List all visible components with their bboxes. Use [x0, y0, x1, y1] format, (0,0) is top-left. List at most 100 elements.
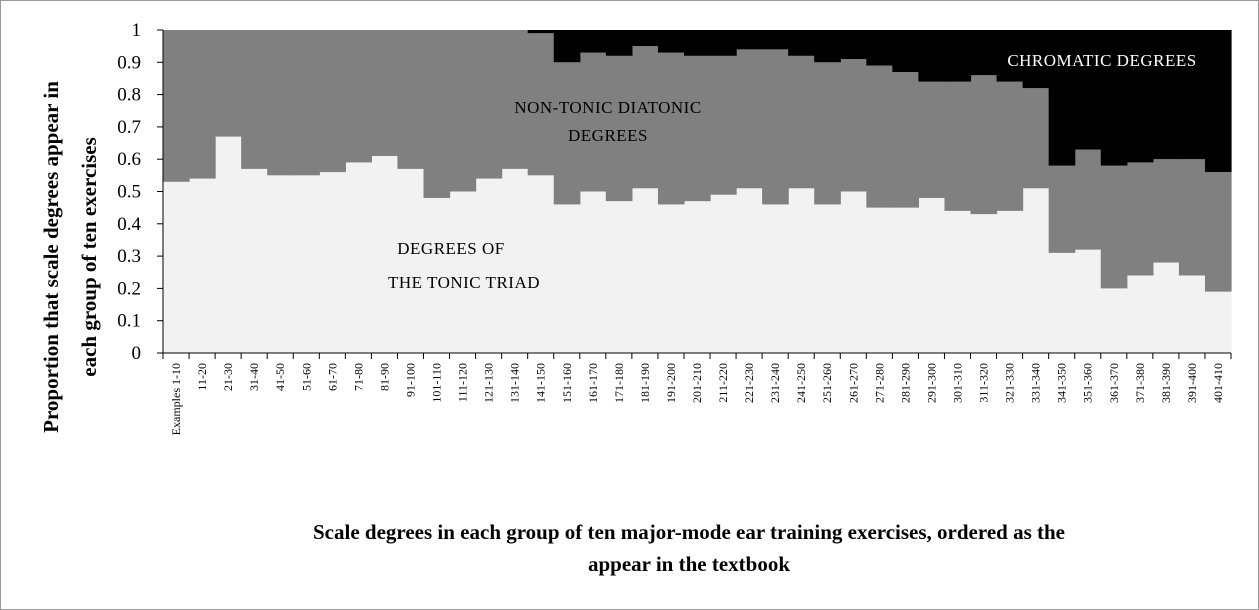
y-tick-label: 0.3	[117, 246, 141, 267]
x-tick-label: 161-170	[586, 363, 600, 403]
area-segment-tonic	[814, 204, 841, 353]
x-tick-label: 211-220	[716, 363, 730, 403]
y-tick-label: 0.2	[117, 278, 141, 299]
y-tick-label: 1	[132, 20, 142, 41]
area-segment-nontonic	[527, 33, 555, 176]
area-segment-nontonic	[1100, 165, 1128, 289]
x-tick-label: 371-380	[1133, 363, 1147, 403]
area-segment-nontonic	[475, 30, 503, 179]
area-segment-tonic	[892, 207, 920, 353]
area-segment-chromatic	[1152, 30, 1180, 160]
x-tick-label: 281-290	[898, 363, 912, 403]
y-axis-label-line1-group: Proportion that scale degrees appear in	[39, 81, 63, 433]
area-segment-nontonic	[189, 30, 216, 179]
area-segment-tonic	[710, 194, 737, 353]
area-segment-tonic	[918, 197, 946, 353]
x-tick-label: 391-400	[1185, 363, 1199, 403]
area-segment-nontonic	[866, 65, 893, 208]
area-segment-chromatic	[683, 30, 711, 56]
area-segment-tonic	[423, 197, 451, 353]
y-tick-label: 0.5	[117, 182, 141, 203]
x-tick-label: 141-150	[534, 363, 548, 403]
annotation-chromatic: CHROMATIC DEGREES	[1007, 51, 1196, 70]
area-segment-nontonic	[1126, 162, 1154, 276]
area-segment-chromatic	[840, 30, 867, 60]
x-tick-label: 271-280	[872, 363, 886, 403]
area-segment-nontonic	[553, 62, 581, 205]
area-segment-nontonic	[683, 55, 711, 202]
y-tick-label: 0.1	[117, 311, 141, 332]
x-tick-label: 321-330	[1003, 363, 1017, 403]
area-segment-nontonic	[970, 75, 998, 215]
y-axis-label-line1: Proportion that scale degrees appear in	[39, 81, 63, 433]
area-segment-nontonic	[657, 52, 685, 205]
x-tick-label: 291-300	[924, 363, 938, 403]
x-tick-label: 181-190	[638, 363, 652, 403]
area-segment-tonic	[866, 207, 893, 353]
area-segment-nontonic	[631, 46, 659, 189]
area-segment-nontonic	[163, 30, 190, 182]
area-segment-tonic	[970, 214, 998, 353]
area-segment-tonic	[163, 181, 190, 353]
annotation-tonic-line2: THE TONIC TRIAD	[388, 273, 540, 292]
area-segment-tonic	[631, 188, 659, 353]
area-segment-tonic	[788, 188, 815, 353]
x-tick-label: 111-120	[456, 363, 470, 402]
area-segment-tonic	[579, 191, 607, 353]
y-tick-label: 0.6	[117, 149, 141, 170]
area-segment-tonic	[657, 204, 685, 353]
area-segment-tonic	[683, 201, 711, 353]
y-tick-label: 0.4	[117, 214, 141, 235]
area-segment-tonic	[944, 210, 972, 353]
x-tick-label: 341-350	[1055, 363, 1069, 403]
area-segment-chromatic	[1074, 30, 1102, 150]
area-segment-tonic	[189, 178, 216, 353]
series-nontonic	[163, 30, 1232, 292]
x-tick-label: 301-310	[950, 363, 964, 403]
x-tick-label: 221-230	[742, 363, 756, 403]
x-axis-label-line1: Scale degrees in each group of ten major…	[313, 520, 1065, 544]
area-segment-tonic	[1048, 252, 1076, 353]
area-segment-chromatic	[657, 30, 685, 53]
area-segment-chromatic	[605, 30, 633, 56]
area-segment-tonic	[1022, 188, 1050, 353]
area-segment-tonic	[840, 191, 867, 353]
area-segment-nontonic	[788, 55, 815, 189]
x-tick-label: 251-260	[820, 363, 834, 403]
area-segment-nontonic	[944, 81, 972, 211]
x-tick-label: 171-180	[612, 363, 626, 403]
annotation-nontonic-line1: NON-TONIC DIATONIC	[514, 98, 701, 117]
area-segment-tonic	[1126, 275, 1154, 353]
annotation-nontonic-line2: DEGREES	[568, 126, 648, 145]
x-tick-label: Examples 1-10	[169, 363, 183, 435]
area-segment-chromatic	[944, 30, 972, 82]
area-segment-tonic	[475, 178, 503, 353]
x-tick-label: 191-200	[664, 363, 678, 403]
area-segment-nontonic	[605, 55, 633, 202]
x-tick-label: 101-110	[430, 363, 444, 403]
area-segment-tonic	[527, 175, 555, 353]
x-tick-label: 91-100	[403, 363, 417, 397]
x-tick-label: 131-140	[508, 363, 522, 403]
area-segment-tonic	[371, 155, 399, 353]
x-tick-label: 121-130	[482, 363, 496, 403]
area-segment-chromatic	[814, 30, 841, 63]
x-tick-label: 151-160	[560, 363, 574, 403]
area-segment-nontonic	[814, 62, 841, 205]
area-segment-tonic	[1178, 275, 1206, 353]
area-segment-chromatic	[996, 30, 1024, 82]
area-segment-chromatic	[710, 30, 737, 56]
area-segment-tonic	[345, 162, 372, 353]
x-tick-label: 21-30	[221, 363, 235, 391]
area-segment-nontonic	[241, 30, 268, 169]
series-chromatic	[527, 30, 1232, 173]
area-segment-chromatic	[1048, 30, 1076, 166]
y-tick-label: 0.7	[117, 117, 141, 138]
x-tick-label: 81-90	[377, 363, 391, 391]
plot-areas	[163, 30, 1232, 353]
area-segment-chromatic	[1126, 30, 1154, 163]
area-segment-nontonic	[215, 30, 242, 137]
area-segment-chromatic	[736, 30, 763, 50]
area-segment-chromatic	[762, 30, 789, 50]
x-tick-label: 241-250	[794, 363, 808, 403]
